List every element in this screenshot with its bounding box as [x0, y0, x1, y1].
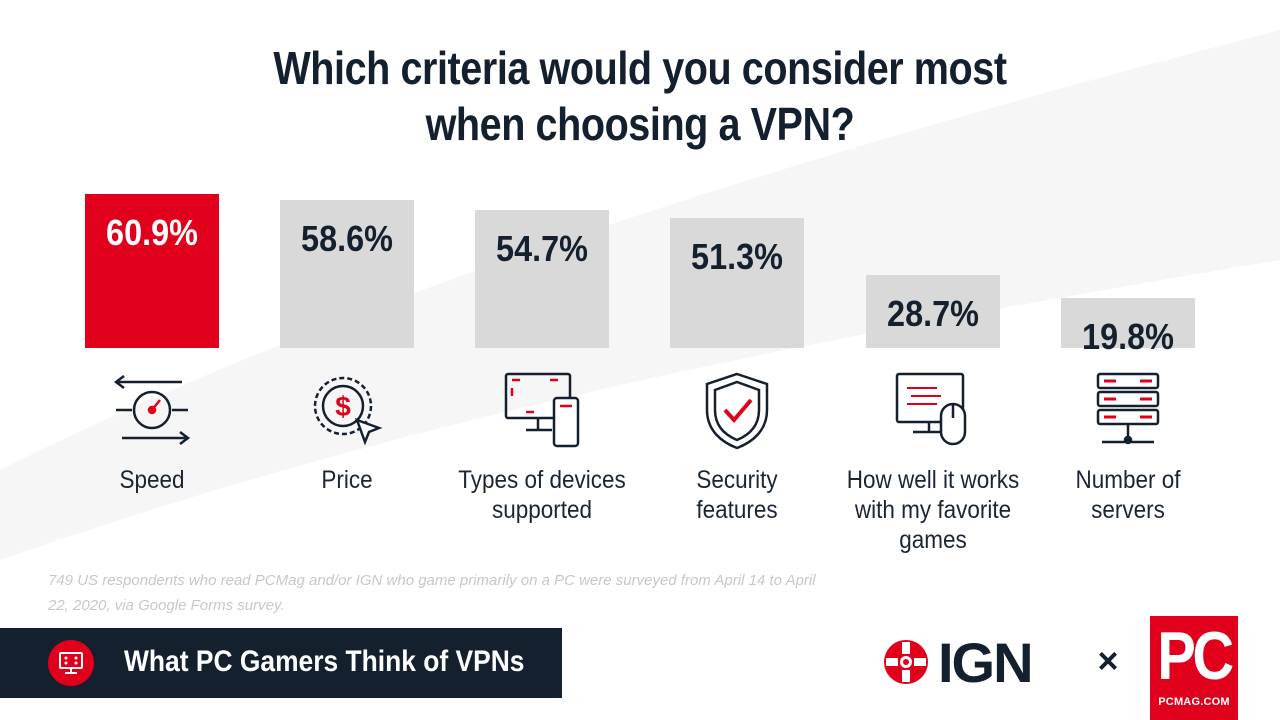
bar-value-label: 58.6%: [301, 218, 393, 259]
pcmag-logo-domain: PCMAG.COM: [1158, 696, 1230, 708]
category-label-line: servers: [1091, 496, 1165, 524]
category-label: Number of servers: [1038, 465, 1218, 525]
bar-2: 58.6%: [280, 200, 414, 348]
category-label-line: How well it works: [846, 466, 1020, 494]
pcmag-logo: PC PCMAG.COM: [1150, 616, 1238, 720]
category-label-line: Speed: [119, 466, 185, 494]
shield-check-icon: [697, 370, 777, 450]
bar-3: 54.7%: [475, 210, 609, 348]
category-label: Types of devices supported: [452, 465, 632, 525]
category-label-line: Security: [696, 466, 778, 494]
series-banner: What PC Gamers Think of VPNs: [0, 628, 562, 698]
bar-5: 28.7%: [866, 275, 1000, 348]
category-label-line: Types of devices: [458, 466, 626, 494]
dollar-coin-cursor-icon: $: [307, 370, 387, 450]
category-label-line: with my favorite: [854, 496, 1012, 524]
category-label-line: Number of: [1075, 466, 1181, 494]
gamer-monitor-icon: [48, 640, 94, 686]
category-label: How well it works with my favorite games: [843, 465, 1023, 555]
pcmag-logo-pc: PC: [1157, 618, 1234, 694]
chart-title-line-2: when choosing a VPN?: [425, 98, 855, 150]
category-label-line: games: [899, 526, 967, 554]
speedometer-arrows-icon: [112, 370, 192, 450]
chart-title-line-1: Which criteria would you consider most: [273, 42, 1007, 94]
category-label: Security features: [647, 465, 827, 525]
survey-footnote: 749 US respondents who read PCMag and/or…: [48, 572, 816, 614]
bar-1: 60.9%: [85, 194, 219, 348]
monitor-phone-icon: [502, 370, 582, 450]
monitor-mouse-icon: [893, 370, 973, 450]
bar-value-label: 60.9%: [106, 212, 198, 253]
server-rack-icon: [1088, 370, 1168, 450]
bar-6: 19.8%: [1061, 298, 1195, 357]
svg-text:$: $: [335, 391, 351, 422]
category-label: Price: [257, 465, 437, 495]
category-label-line: supported: [491, 496, 593, 524]
bar-value-label: 19.8%: [1082, 316, 1174, 357]
category-label: Speed: [62, 465, 242, 495]
category-label-line: Price: [321, 466, 373, 494]
category-label-line: features: [696, 496, 778, 524]
bar-value-label: 54.7%: [496, 228, 588, 269]
banner-title: What PC Gamers Think of VPNs: [124, 645, 525, 678]
chart-title: Which criteria would you consider most w…: [90, 40, 1191, 152]
ign-logo: IGN: [884, 632, 1034, 692]
ign-wordmark: IGN: [938, 632, 1032, 692]
bar-4: 51.3%: [670, 218, 804, 348]
bar-value-label: 51.3%: [691, 236, 783, 277]
logo-separator: ×: [1097, 640, 1119, 681]
bar-value-label: 28.7%: [887, 293, 979, 334]
